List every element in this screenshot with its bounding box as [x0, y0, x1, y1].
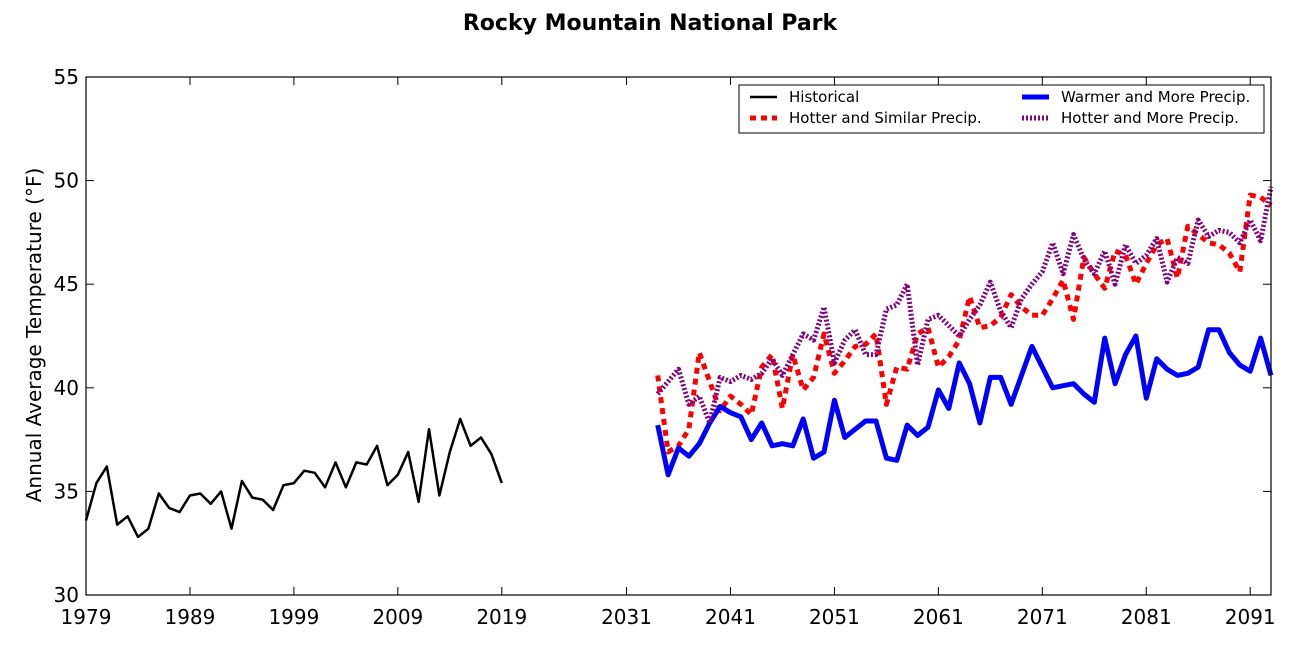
- y-tick-label: 45: [54, 272, 79, 296]
- legend-box: [738, 84, 1265, 134]
- x-tick-label: 1999: [268, 605, 319, 629]
- x-tick-label: 2081: [1121, 605, 1172, 629]
- series-line-warmer-and-more-precip: [655, 327, 1274, 478]
- series-line-hotter-and-more-precip: [655, 186, 1274, 426]
- x-tick-label: 2061: [913, 605, 964, 629]
- x-tick-label: 2051: [809, 605, 860, 629]
- series-line-hotter-and-similar-precip: [655, 192, 1273, 455]
- x-tick-label: 2041: [705, 605, 756, 629]
- legend-label-hotter-and-similar-precip: Hotter and Similar Precip.: [789, 109, 982, 127]
- y-tick-label: 55: [54, 65, 79, 89]
- x-tick-label: 2031: [601, 605, 652, 629]
- x-tick-label: 2019: [476, 605, 527, 629]
- x-tick-label: 2071: [1017, 605, 1068, 629]
- plot-frame: [85, 76, 1272, 596]
- y-axis-label: Annual Average Temperature (°F): [22, 168, 46, 503]
- chart-title: Rocky Mountain National Park: [463, 11, 839, 36]
- x-tick-label: 1979: [61, 605, 112, 629]
- legend-label-hotter-and-more-precip: Hotter and More Precip.: [1061, 109, 1239, 127]
- axis-ticks: 1979 1989 1999 2009 2019 2031 2041 2051 2061 2071…: [54, 65, 1276, 629]
- legend: Historical Hotter and Similar Precip. Warm…: [738, 84, 1265, 134]
- legend-label-warmer-and-more-precip: Warmer and More Precip.: [1061, 88, 1250, 106]
- y-tick-label: 50: [54, 169, 79, 193]
- x-tick-label: 1989: [164, 605, 215, 629]
- x-tick-label: 2091: [1225, 605, 1276, 629]
- legend-label-historical: Historical: [789, 88, 859, 106]
- y-tick-label: 30: [54, 583, 79, 607]
- plot-lines: [84, 186, 1274, 539]
- y-tick-label: 40: [54, 376, 79, 400]
- x-tick-label: 2009: [372, 605, 423, 629]
- series-line-historical: [84, 417, 503, 539]
- y-tick-label: 35: [54, 479, 79, 503]
